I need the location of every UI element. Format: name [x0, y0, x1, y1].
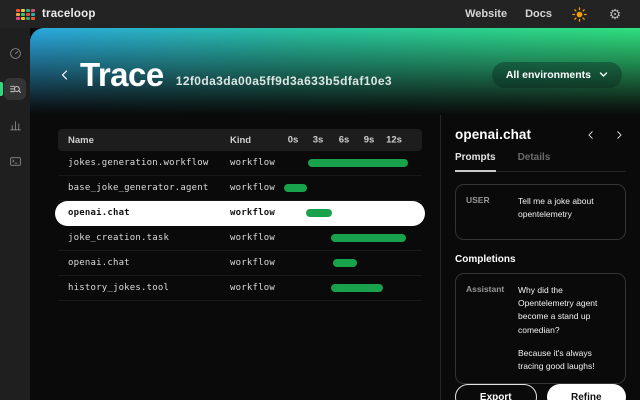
sidebar-item-logs[interactable] — [4, 150, 26, 172]
prompt-role-label: USER — [466, 195, 490, 205]
chevron-down-icon — [599, 72, 608, 77]
column-header-kind: Kind — [230, 134, 252, 146]
span-pager — [584, 128, 626, 142]
time-tick: 6s — [338, 134, 350, 146]
spans-table: Name Kind 0s 3s 6s 9s 12s jokes.generation.w… — [55, 129, 425, 301]
span-name: openai.chat — [68, 258, 130, 268]
topbar-right: Website Docs ⚙ — [465, 5, 624, 23]
span-timeline-cell — [282, 151, 412, 175]
next-span-button[interactable] — [612, 128, 626, 142]
span-timeline-cell — [282, 176, 412, 200]
span-kind: workflow — [230, 183, 275, 193]
completions-heading: Completions — [455, 254, 516, 265]
traceloop-logo-icon — [16, 8, 35, 20]
trace-search-icon — [9, 85, 21, 93]
theme-toggle-sun-icon[interactable] — [570, 5, 588, 23]
panel-tabs: Prompts Details — [455, 152, 626, 172]
time-tick: 12s — [386, 134, 402, 146]
span-duration-bar — [331, 234, 406, 242]
terminal-icon — [9, 156, 21, 166]
sidebar-item-dashboard[interactable] — [4, 42, 26, 64]
span-timeline-cell — [282, 276, 412, 300]
span-duration-bar — [306, 209, 332, 217]
brand[interactable]: traceloop — [16, 8, 96, 20]
table-row[interactable]: openai.chat workflow — [58, 251, 422, 276]
table-row[interactable]: openai.chat workflow — [55, 201, 425, 226]
completion-paragraph: Why did the Opentelemetry agent become a… — [518, 285, 598, 335]
export-button[interactable]: Export — [455, 384, 537, 400]
content: Trace 12f0da3da00a5ff9d3a633b5dfaf10e3 A… — [30, 28, 640, 400]
chevron-left-icon — [588, 130, 593, 139]
tab-prompts[interactable]: Prompts — [455, 152, 496, 172]
trace-id: 12f0da3da00a5ff9d3a633b5dfaf10e3 — [175, 73, 393, 88]
prompt-text: Tell me a joke about opentelemetry — [518, 196, 594, 220]
settings-gear-icon[interactable]: ⚙ — [608, 6, 622, 22]
page-title: Trace — [80, 55, 164, 93]
span-kind: workflow — [230, 233, 275, 243]
chevron-right-icon — [617, 130, 622, 139]
prev-span-button[interactable] — [584, 128, 598, 142]
completion-paragraph: Because it's always tracing good laughs! — [518, 347, 595, 371]
span-duration-bar — [331, 284, 383, 292]
website-link[interactable]: Website — [465, 8, 508, 20]
time-axis: 0s 3s 6s 9s 12s — [282, 129, 412, 151]
span-name: joke_creation.task — [68, 233, 170, 243]
span-name: openai.chat — [68, 208, 130, 218]
completion-role-label: Assistant — [466, 284, 505, 294]
span-timeline-cell — [282, 251, 412, 275]
span-name: history_jokes.tool — [68, 283, 170, 293]
topbar: traceloop Website Docs ⚙ — [0, 0, 640, 28]
back-button[interactable] — [56, 66, 74, 84]
span-duration-bar — [308, 159, 408, 167]
span-timeline-cell — [282, 226, 412, 250]
trace-header: Trace 12f0da3da00a5ff9d3a633b5dfaf10e3 A… — [30, 28, 640, 115]
tab-details[interactable]: Details — [517, 152, 551, 163]
environment-dropdown-label: All environments — [505, 68, 591, 81]
prompt-message: USER Tell me a joke about opentelemetry — [455, 184, 626, 240]
span-detail-panel: openai.chat Prompts Details — [440, 115, 640, 400]
span-name: jokes.generation.workflow — [68, 158, 209, 168]
sidebar-item-metrics[interactable] — [4, 114, 26, 136]
column-header-name: Name — [68, 134, 94, 146]
span-kind: workflow — [230, 258, 275, 268]
span-duration-bar — [333, 259, 357, 267]
time-tick: 0s — [287, 134, 299, 146]
brand-name: traceloop — [42, 8, 96, 20]
table-row[interactable]: base_joke_generator.agent workflow — [58, 176, 422, 201]
span-duration-bar — [284, 184, 307, 192]
time-tick: 9s — [363, 134, 375, 146]
span-title: openai.chat — [455, 127, 532, 142]
span-kind: workflow — [230, 208, 275, 218]
table-body: jokes.generation.workflow workflow base_… — [55, 151, 425, 301]
completion-message: Assistant Why did the Opentelemetry agen… — [455, 273, 626, 385]
table-header: Name Kind 0s 3s 6s 9s 12s — [58, 129, 422, 151]
environment-dropdown[interactable]: All environments — [491, 61, 622, 88]
span-timeline-cell — [282, 201, 412, 225]
span-kind: workflow — [230, 283, 275, 293]
spans-table-wrap: Name Kind 0s 3s 6s 9s 12s jokes.generation.w… — [30, 115, 440, 400]
table-row[interactable]: jokes.generation.workflow workflow — [58, 151, 422, 176]
time-tick: 3s — [312, 134, 324, 146]
table-row[interactable]: joke_creation.task workflow — [58, 226, 422, 251]
docs-link[interactable]: Docs — [525, 8, 552, 20]
gauge-icon — [9, 47, 21, 59]
table-row[interactable]: history_jokes.tool workflow — [58, 276, 422, 301]
panel-header: openai.chat — [455, 127, 626, 142]
completion-text: Why did the Opentelemetry agent become a… — [518, 284, 615, 373]
main-split: Name Kind 0s 3s 6s 9s 12s jokes.generation.w… — [30, 115, 640, 400]
sidebar — [0, 28, 30, 400]
span-name: base_joke_generator.agent — [68, 183, 209, 193]
refine-button[interactable]: Refine — [546, 384, 626, 400]
bar-chart-icon — [9, 120, 21, 130]
sidebar-item-traces[interactable] — [0, 78, 26, 100]
panel-actions: Export Refine — [455, 384, 626, 400]
span-kind: workflow — [230, 158, 275, 168]
